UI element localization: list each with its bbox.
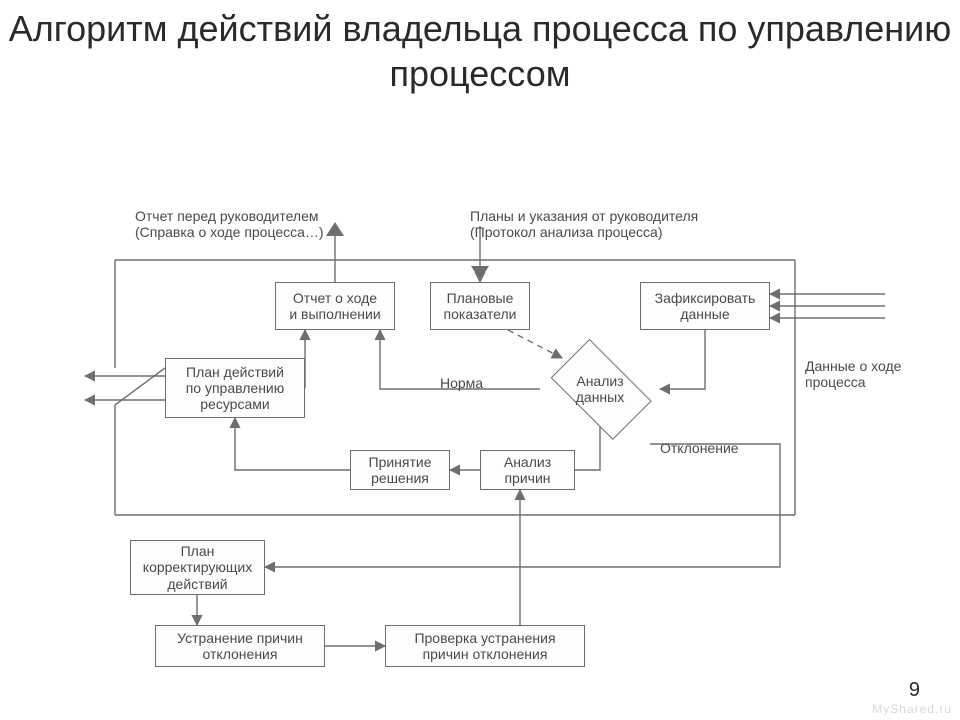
node-n_elim: Устранение причин отклонения (155, 625, 325, 667)
label-top_left: Отчет перед руководителем (Справка о ход… (135, 208, 324, 240)
node-n_plan_res: План действий по управлению ресурсами (165, 358, 305, 418)
node-n_corr: План корректирующих действий (130, 540, 265, 595)
node-n_report: Отчет о ходе и выполнении (275, 282, 395, 330)
label-norm: Норма (440, 375, 483, 391)
edge-e_fix_an (660, 330, 705, 389)
slide-stage: Алгоритм действий владельца процесса по … (0, 0, 960, 720)
node-n_cause: Анализ причин (480, 450, 575, 490)
label-right: Данные о ходе процесса (805, 358, 901, 390)
node-n_analysis: Анализ данных (540, 352, 660, 426)
edge-e_an_dev_down (575, 426, 600, 470)
node-n_plan_ind: Плановые показатели (430, 282, 530, 330)
watermark: MyShared.ru (872, 702, 952, 716)
edge-e_dec_res (235, 418, 350, 470)
node-n_fix: Зафиксировать данные (640, 282, 770, 330)
edge-e_frame_notch (115, 368, 165, 405)
node-n_decision: Принятие решения (350, 450, 450, 490)
label-deviation: Отклонение (660, 440, 739, 456)
node-n_check: Проверка устранения причин отклонения (385, 625, 585, 667)
page-title: Алгоритм действий владельца процесса по … (0, 6, 960, 96)
page-number: 9 (909, 679, 920, 702)
label-top_right: Планы и указания от руководителя (Проток… (470, 208, 698, 240)
